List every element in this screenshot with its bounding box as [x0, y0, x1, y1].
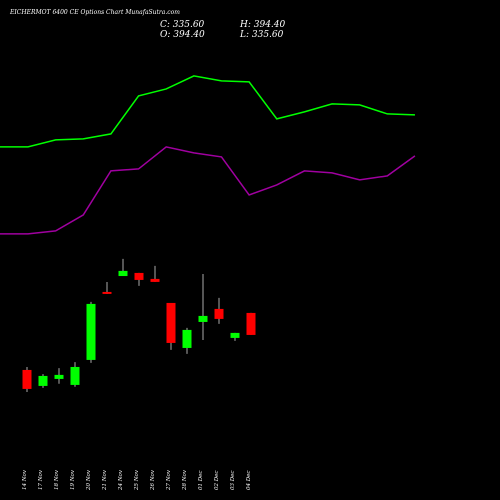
x-tick-label: 27 Nov	[166, 469, 172, 491]
x-tick-label: 01 Dec	[198, 471, 204, 491]
x-tick-label: 03 Dec	[230, 471, 236, 491]
candle-body	[22, 369, 32, 389]
x-tick-label: 21 Nov	[102, 469, 108, 491]
candle-body	[246, 312, 256, 335]
candle-body	[38, 375, 48, 386]
x-tick-label: 19 Nov	[70, 469, 76, 490]
x-tick-label: 04 Dec	[246, 471, 252, 491]
candle-body	[70, 366, 80, 385]
x-tick-label: 14 Nov	[22, 469, 28, 490]
header-low: L: 335.60	[239, 30, 284, 40]
candle-body	[182, 329, 192, 348]
x-tick-label: 26 Nov	[150, 469, 156, 491]
candle-body	[230, 332, 240, 338]
candle-body	[150, 278, 160, 282]
indicator-line	[0, 146, 416, 235]
indicator-line	[0, 75, 415, 148]
header-open: O: 394.40	[160, 30, 205, 40]
x-tick-label: 28 Nov	[182, 469, 188, 491]
candle-body	[86, 303, 96, 360]
candle-body	[134, 272, 144, 280]
candle-body	[54, 374, 64, 379]
candle-body	[166, 302, 176, 343]
x-tick-label: 02 Dec	[214, 471, 220, 491]
header-high: H: 394.40	[239, 20, 286, 30]
candle-body	[102, 291, 112, 294]
x-tick-label: 17 Nov	[38, 469, 44, 490]
x-tick-label: 18 Nov	[54, 469, 60, 490]
candle-body	[118, 270, 128, 277]
candle-body	[214, 308, 224, 319]
candle-body	[198, 315, 208, 322]
x-tick-label: 25 Nov	[134, 469, 140, 491]
chart-title: EICHERMOT 6400 CE Options Chart MunafaSu…	[9, 9, 180, 16]
x-tick-label: 24 Nov	[118, 469, 124, 491]
x-tick-label: 20 Nov	[86, 469, 92, 491]
header-close: C: 335.60	[160, 20, 205, 30]
